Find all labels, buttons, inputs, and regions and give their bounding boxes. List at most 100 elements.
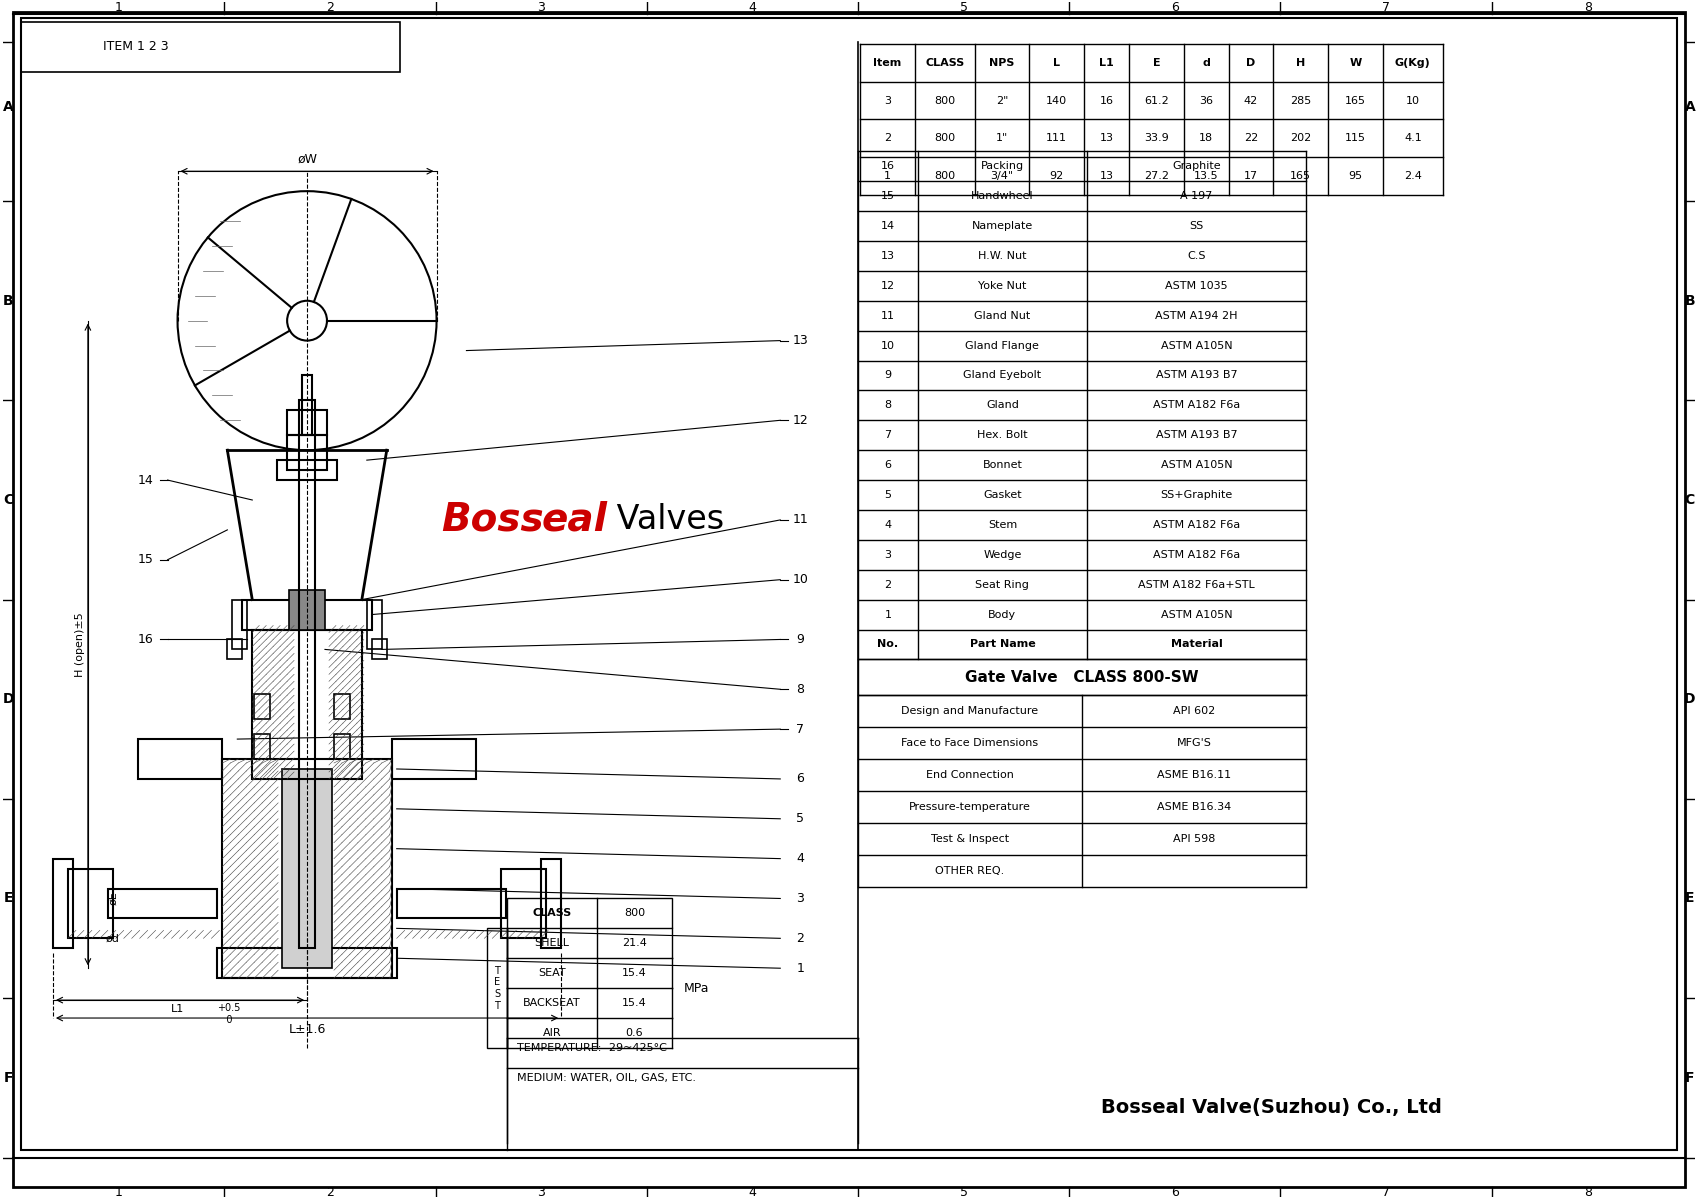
Text: MEDIUM: WATER, OIL, GAS, ETC.: MEDIUM: WATER, OIL, GAS, ETC. <box>518 1073 696 1082</box>
Text: 6: 6 <box>1172 1186 1178 1199</box>
Text: 0.6: 0.6 <box>625 1028 644 1038</box>
Text: 11: 11 <box>793 514 808 527</box>
Text: 12: 12 <box>881 281 895 290</box>
Text: 1": 1" <box>995 133 1009 143</box>
Text: B: B <box>3 294 14 307</box>
Text: 13: 13 <box>793 334 808 347</box>
Bar <box>857 659 1306 695</box>
Bar <box>233 600 248 649</box>
Text: 13.5: 13.5 <box>1194 172 1219 181</box>
Text: ASTM A182 F6a: ASTM A182 F6a <box>1153 520 1240 530</box>
Text: Stem: Stem <box>988 520 1017 530</box>
Text: 4: 4 <box>796 852 805 865</box>
Text: Gate Valve   CLASS 800-SW: Gate Valve CLASS 800-SW <box>964 670 1199 685</box>
Text: Valves: Valves <box>606 504 723 536</box>
Text: 3: 3 <box>537 1186 545 1199</box>
Text: 1: 1 <box>115 1186 122 1199</box>
Text: 18: 18 <box>1199 133 1212 143</box>
Text: 33.9: 33.9 <box>1144 133 1168 143</box>
Text: B: B <box>1684 294 1695 307</box>
Text: 140: 140 <box>1046 96 1068 106</box>
Text: 15.4: 15.4 <box>621 968 647 978</box>
Text: H (open)±5: H (open)±5 <box>75 612 85 677</box>
Text: Design and Manufacture: Design and Manufacture <box>902 706 1039 716</box>
Text: 285: 285 <box>1290 96 1311 106</box>
Text: ASTM A182 F6a: ASTM A182 F6a <box>1153 401 1240 410</box>
Bar <box>222 760 392 978</box>
Text: Hex. Bolt: Hex. Bolt <box>976 431 1027 440</box>
Text: ASTM A105N: ASTM A105N <box>1161 610 1233 619</box>
Text: 8: 8 <box>885 401 891 410</box>
Text: ød: ød <box>105 934 121 943</box>
Text: 10: 10 <box>881 341 895 350</box>
Text: E: E <box>1684 892 1695 906</box>
Bar <box>367 600 382 649</box>
Text: SS+Graphite: SS+Graphite <box>1160 490 1233 500</box>
Text: NPS: NPS <box>990 58 1015 67</box>
Text: Yoke Nut: Yoke Nut <box>978 281 1027 290</box>
Bar <box>20 22 399 72</box>
Text: SHELL: SHELL <box>535 938 569 948</box>
Text: ASTM A105N: ASTM A105N <box>1161 460 1233 470</box>
Text: L±1.6: L±1.6 <box>289 1024 326 1037</box>
Text: 8: 8 <box>1584 1 1593 14</box>
Bar <box>53 859 73 948</box>
Text: 15: 15 <box>881 191 895 202</box>
Text: 2": 2" <box>995 96 1009 106</box>
Text: BACKSEAT: BACKSEAT <box>523 998 581 1008</box>
Text: Gland: Gland <box>987 401 1019 410</box>
Text: 800: 800 <box>934 133 956 143</box>
Text: Nameplate: Nameplate <box>971 221 1032 232</box>
Text: Face to Face Dimensions: Face to Face Dimensions <box>902 738 1039 748</box>
Text: 14: 14 <box>881 221 895 232</box>
Text: A: A <box>1684 101 1695 114</box>
Text: 4: 4 <box>885 520 891 530</box>
Text: 92: 92 <box>1049 172 1065 181</box>
Text: 21.4: 21.4 <box>621 938 647 948</box>
Text: SS: SS <box>1190 221 1204 232</box>
Text: 7: 7 <box>1382 1 1391 14</box>
Text: 5: 5 <box>796 812 805 826</box>
Text: F: F <box>1684 1070 1695 1085</box>
Bar <box>287 410 328 436</box>
Text: 15: 15 <box>138 553 153 566</box>
Text: W: W <box>1350 58 1362 67</box>
Text: +0.5
   0: +0.5 0 <box>217 1003 241 1025</box>
Text: 11: 11 <box>881 311 895 320</box>
Text: MFG'S: MFG'S <box>1177 738 1212 748</box>
Text: 2.4: 2.4 <box>1404 172 1421 181</box>
Text: Wedge: Wedge <box>983 550 1022 559</box>
Text: 800: 800 <box>934 96 956 106</box>
Text: Pressure-temperature: Pressure-temperature <box>908 802 1031 812</box>
Text: F: F <box>3 1070 14 1085</box>
Bar <box>282 769 333 968</box>
Text: 1: 1 <box>115 1 122 14</box>
Bar <box>255 734 270 760</box>
Text: 6: 6 <box>1172 1 1178 14</box>
Text: 15.4: 15.4 <box>621 998 647 1008</box>
Bar <box>287 436 328 470</box>
Text: 16: 16 <box>881 161 895 172</box>
Text: 10: 10 <box>1406 96 1420 106</box>
Text: Handwheel: Handwheel <box>971 191 1034 202</box>
Text: 5: 5 <box>885 490 891 500</box>
Text: ASTM A193 B7: ASTM A193 B7 <box>1156 431 1238 440</box>
Text: 13: 13 <box>1100 172 1114 181</box>
Text: Seat Ring: Seat Ring <box>975 580 1029 589</box>
Bar <box>217 948 397 978</box>
Text: No.: No. <box>878 640 898 649</box>
Text: Graphite: Graphite <box>1172 161 1221 172</box>
Text: 14: 14 <box>138 474 153 486</box>
Text: ITEM 1 2 3: ITEM 1 2 3 <box>104 41 168 53</box>
Bar <box>299 401 316 948</box>
Text: 16: 16 <box>1100 96 1114 106</box>
Text: ASTM A182 F6a+STL: ASTM A182 F6a+STL <box>1138 580 1255 589</box>
Text: SEAT: SEAT <box>538 968 565 978</box>
Text: 13: 13 <box>1100 133 1114 143</box>
Text: 9: 9 <box>796 632 805 646</box>
Text: 8: 8 <box>796 683 805 696</box>
Text: 9: 9 <box>885 371 891 380</box>
Text: 800: 800 <box>934 172 956 181</box>
Text: 8: 8 <box>1584 1186 1593 1199</box>
Text: 165: 165 <box>1345 96 1367 106</box>
